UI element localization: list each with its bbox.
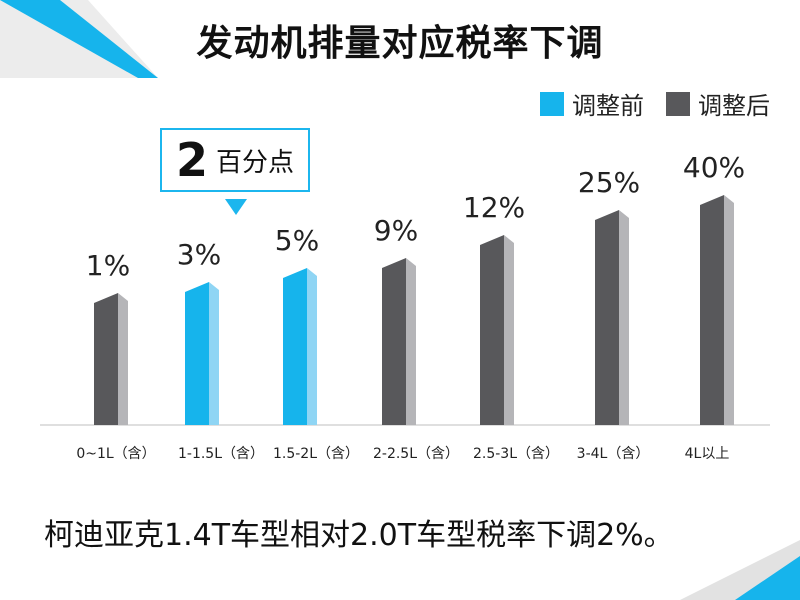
bar-1 [94,293,128,425]
bar-front [700,195,724,425]
callout-text: 百分点 [216,147,295,178]
legend-swatch-before [540,91,564,116]
category-label: 1.5-2L（含） [273,446,359,462]
legend-label-before: 调整前 [572,92,644,120]
bar-front [595,210,619,425]
bar-value-label: 9% [374,214,418,247]
bar-value-label: 5% [275,224,319,257]
chart-legend: 调整前 调整后 [540,86,770,121]
legend-label-after: 调整后 [698,92,770,120]
bar-value-label: 25% [578,166,640,199]
page-title: 发动机排量对应税率下调 [196,23,604,64]
legend-item-after: 调整后 [666,86,770,121]
bar-side [504,235,514,425]
bar-7 [700,195,734,425]
legend-swatch-after [666,91,690,116]
category-label: 1-1.5L（含） [178,446,264,462]
bar-value-label: 40% [683,151,745,184]
bar-2 [185,282,219,425]
bar-front [480,235,504,425]
bar-3 [283,268,317,425]
callout-pointer [225,199,247,215]
callout-number: 2 [175,133,208,187]
bar-value-label: 12% [463,191,525,224]
bar-side [406,258,416,425]
legend-item-before: 调整前 [540,86,644,121]
bar-side [307,268,317,425]
top-left-blue-wedge [0,0,158,78]
category-label: 3-4L（含） [577,446,650,462]
bar-side [209,282,219,425]
bar-front [185,282,209,425]
bar-front [94,293,118,425]
bar-side [724,195,734,425]
category-label: 2.5-3L（含） [473,446,559,462]
bar-side [619,210,629,425]
bar-5 [480,235,514,425]
bar-4 [382,258,416,425]
category-label: 4L以上 [685,446,730,462]
bar-value-label: 1% [86,249,130,282]
bottom-right-blue-shape [735,556,800,600]
callout-box: 2 百分点 [160,128,310,192]
bar-side [118,293,128,425]
bar-6 [595,210,629,425]
bar-front [382,258,406,425]
category-label: 0~1L（含） [76,446,155,462]
footnote-text: 柯迪亚克1.4T车型相对2.0T车型税率下调2%。 [44,518,674,553]
category-label: 2-2.5L（含） [373,446,459,462]
bar-front [283,268,307,425]
bar-value-label: 3% [177,238,221,271]
